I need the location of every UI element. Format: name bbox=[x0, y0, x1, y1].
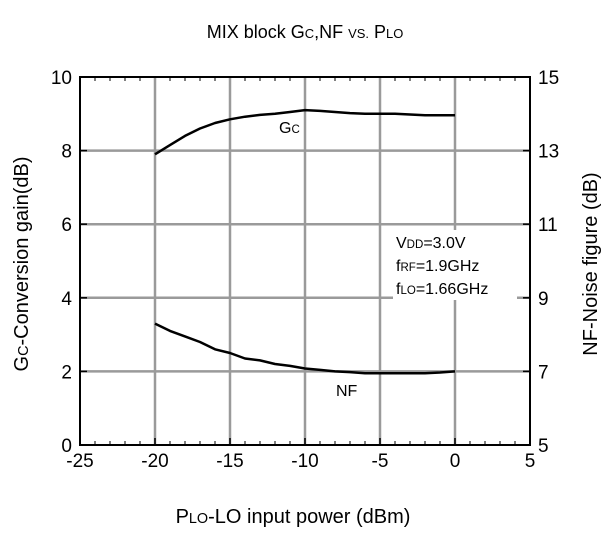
series-layer bbox=[154, 108, 456, 375]
nf-series-label: NF bbox=[336, 383, 358, 400]
y-right-tick-label: 7 bbox=[538, 362, 549, 383]
y-left-tick-label: 4 bbox=[61, 289, 72, 310]
annotation-flo: fLO=1.66GHz bbox=[396, 281, 488, 298]
y-right-tick-label: 15 bbox=[538, 68, 559, 89]
x-tick-label: -25 bbox=[66, 451, 93, 472]
x-tick-label: -20 bbox=[141, 451, 168, 472]
y-left-tick-label: 0 bbox=[61, 436, 72, 457]
y-left-tick-label: 6 bbox=[61, 215, 72, 236]
annotation-background bbox=[393, 230, 517, 300]
y-right-tick-label: 13 bbox=[538, 142, 559, 163]
y-left-tick-label: 10 bbox=[51, 68, 72, 89]
annotation-vdd: VDD=3.0V bbox=[396, 235, 466, 252]
tick-layer: -25 -20 -15 -10 -5 0 5 0 2 4 6 8 10 5 7 9 11 13 15 bbox=[51, 68, 559, 472]
series-line-gc bbox=[154, 108, 455, 156]
annotation-frf: fRF=1.9GHz bbox=[396, 258, 479, 275]
x-tick-label: -15 bbox=[216, 451, 243, 472]
y-right-tick-label: 11 bbox=[538, 215, 558, 236]
y-axis-left-label: GC-Conversion gain(dB) bbox=[11, 157, 33, 372]
plot-frame bbox=[79, 76, 531, 446]
y-right-tick-label: 5 bbox=[538, 436, 549, 457]
x-tick-label: 0 bbox=[450, 451, 461, 472]
y-right-tick-label: 9 bbox=[538, 289, 549, 310]
series-line-nf bbox=[154, 322, 456, 375]
x-tick-label: 5 bbox=[525, 451, 536, 472]
gc-label-background bbox=[275, 117, 301, 138]
x-axis-label: PLO-LO input power (dBm) bbox=[176, 506, 411, 528]
y-left-tick-label: 8 bbox=[61, 142, 72, 163]
y-left-tick-label: 2 bbox=[61, 362, 72, 383]
grid bbox=[80, 77, 530, 445]
x-tick-label: -10 bbox=[291, 451, 318, 472]
y-axis-right-label: NF-Noise figure (dB) bbox=[580, 172, 602, 355]
gc-series-label: GC bbox=[279, 120, 300, 137]
nf-label-background bbox=[333, 380, 363, 400]
chart-title: MIX block GC,NF VS. PLO bbox=[207, 22, 404, 42]
x-tick-label: -5 bbox=[372, 451, 389, 472]
